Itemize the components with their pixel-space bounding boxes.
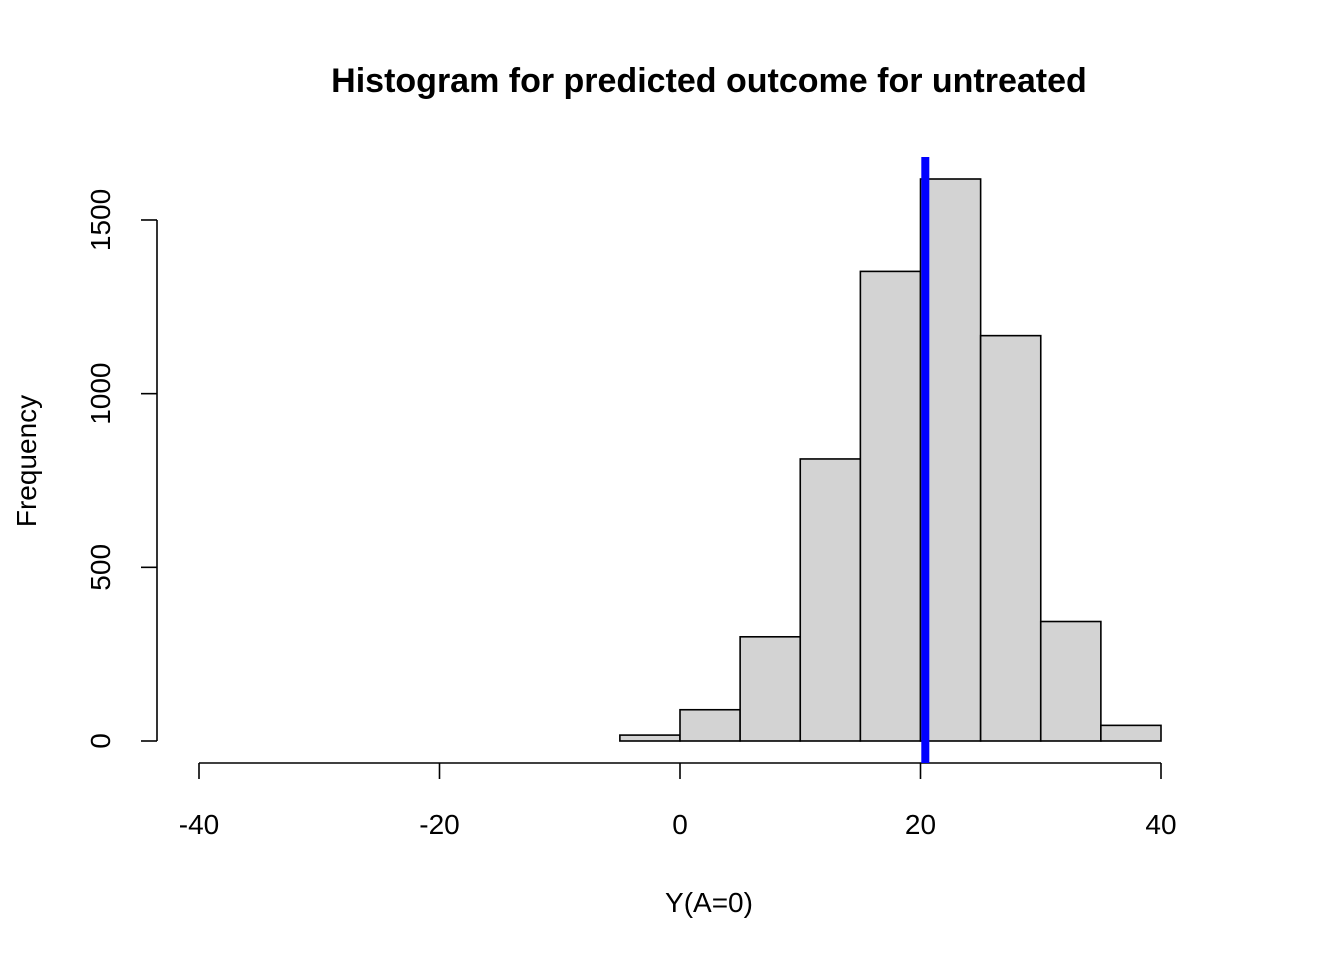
x-tick-label: 40	[1145, 809, 1176, 840]
histogram-bar	[979, 334, 1042, 742]
histogram-bar	[799, 458, 862, 742]
x-tick-label: -20	[419, 809, 459, 840]
x-tick-label: 20	[905, 809, 936, 840]
y-tick-label: 1500	[85, 189, 116, 251]
histogram-bar	[679, 708, 741, 742]
y-tick-label: 500	[85, 544, 116, 591]
histogram-bar	[1100, 724, 1162, 742]
histogram-bar	[1039, 620, 1102, 742]
x-tick-label: 0	[672, 809, 688, 840]
chart-title: Histogram for predicted outcome for untr…	[331, 62, 1087, 100]
y-axis-label: Frequency	[11, 395, 42, 527]
histogram-bar	[859, 270, 922, 742]
x-axis: -40 -20 0 20 40	[179, 762, 1177, 840]
y-axis: 0 500 1000 1500	[85, 189, 158, 749]
histogram-bar	[739, 635, 802, 742]
x-axis-label: Y(A=0)	[665, 887, 753, 918]
histogram-bar	[919, 178, 982, 742]
bars-group	[619, 178, 1162, 742]
histogram-bar	[619, 734, 681, 742]
y-tick-label: 0	[85, 733, 116, 749]
y-tick-label: 1000	[85, 363, 116, 425]
x-tick-label: -40	[179, 809, 219, 840]
